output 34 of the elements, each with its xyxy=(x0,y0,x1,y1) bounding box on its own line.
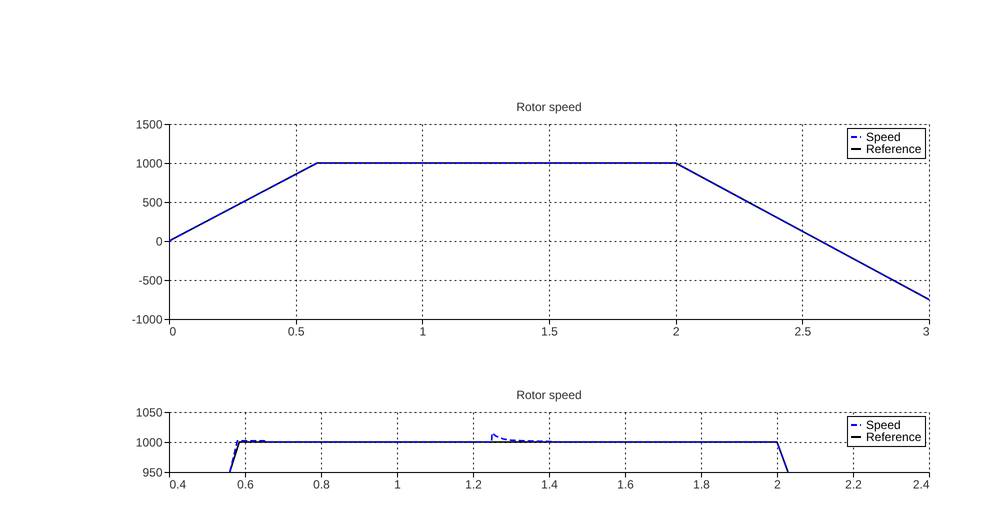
x-tick-label: 1.2 xyxy=(465,478,482,492)
x-tick-label: 0.6 xyxy=(237,478,254,492)
y-tick-label: -1000 xyxy=(132,312,163,326)
chart-title: Rotor speed xyxy=(516,100,582,114)
legend-label: Reference xyxy=(866,430,922,444)
x-tick-label: 2.4 xyxy=(912,478,930,492)
x-tick-label: 1.6 xyxy=(617,478,634,492)
x-tick-label: 0.4 xyxy=(170,478,187,492)
chart-title: Rotor speed xyxy=(516,388,582,402)
x-tick-label: 1.8 xyxy=(693,478,710,492)
x-tick-label: 0 xyxy=(170,324,176,338)
x-tick-label: 2.5 xyxy=(794,324,812,338)
y-tick-label: 1050 xyxy=(136,406,163,420)
y-tick-label: 500 xyxy=(142,196,163,210)
line-series xyxy=(229,432,789,472)
x-tick-label: 1.4 xyxy=(541,478,558,492)
legend-label: Speed xyxy=(866,130,901,144)
x-tick-label: 2.2 xyxy=(845,478,862,492)
x-tick-label: 3 xyxy=(922,324,930,338)
x-tick-label: 1 xyxy=(419,324,426,338)
legend-label: Reference xyxy=(866,142,922,156)
x-tick-label: 0.8 xyxy=(313,478,330,492)
y-tick-label: 1000 xyxy=(136,156,163,170)
x-tick-label: 1 xyxy=(394,478,402,492)
legend-label: Speed xyxy=(866,418,901,432)
y-tick-label: 0 xyxy=(156,234,163,248)
x-tick-label: 2 xyxy=(672,324,680,338)
y-tick-label: 1000 xyxy=(136,436,163,450)
y-tick-label: 950 xyxy=(142,466,163,480)
y-tick-label: -500 xyxy=(138,274,163,288)
x-tick-label: 0.5 xyxy=(288,324,305,338)
y-tick-label: 1500 xyxy=(136,118,163,132)
x-tick-label: 2 xyxy=(774,478,782,492)
x-tick-label: 1.5 xyxy=(541,324,558,338)
